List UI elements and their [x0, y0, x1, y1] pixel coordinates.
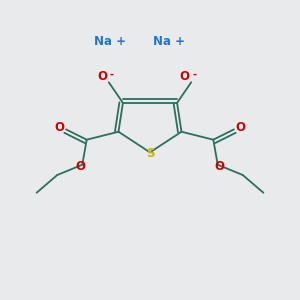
Text: O: O [179, 70, 190, 83]
Text: S: S [146, 147, 154, 160]
Text: Na +: Na + [153, 34, 185, 48]
Text: -: - [192, 70, 196, 80]
Text: O: O [55, 121, 64, 134]
Text: O: O [97, 70, 107, 83]
Text: O: O [215, 160, 225, 173]
Text: -: - [110, 70, 114, 80]
Text: O: O [236, 121, 245, 134]
Text: O: O [75, 160, 85, 173]
Text: Na +: Na + [94, 34, 126, 48]
